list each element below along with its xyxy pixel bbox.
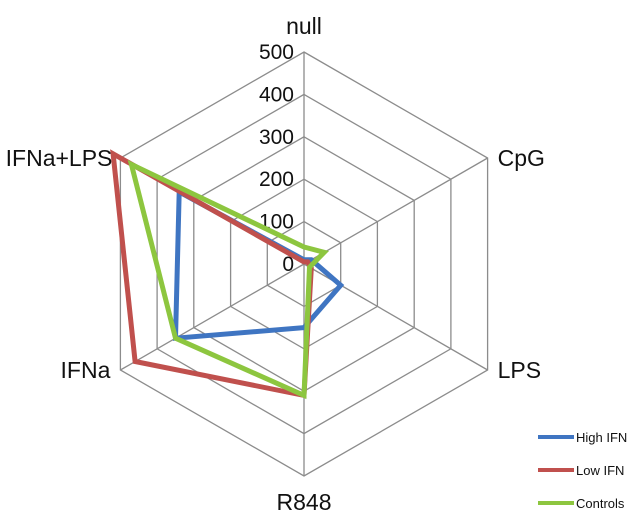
category-label: R848 bbox=[277, 489, 332, 512]
category-label: null bbox=[286, 13, 322, 39]
series-line-controls bbox=[127, 159, 330, 400]
legend-label: High IFN bbox=[576, 430, 627, 445]
grid-spoke bbox=[303, 157, 488, 265]
category-label: LPS bbox=[498, 357, 541, 383]
tick-label: 0 bbox=[282, 253, 294, 276]
tick-label: 200 bbox=[259, 168, 294, 191]
legend-label: Controls bbox=[576, 496, 625, 511]
legend-label: Low IFN bbox=[576, 463, 624, 478]
tick-label: 300 bbox=[259, 126, 294, 149]
category-labels: null CpG LPS R848 IFNa IFNa+LPS bbox=[6, 13, 545, 512]
data-series bbox=[110, 149, 345, 400]
legend: High IFN Low IFN Controls bbox=[538, 430, 627, 511]
category-label: CpG bbox=[498, 145, 545, 171]
tick-label: 400 bbox=[259, 83, 294, 106]
category-label: IFNa+LPS bbox=[6, 145, 113, 171]
grid-spoke bbox=[120, 263, 305, 371]
category-label: IFNa bbox=[61, 357, 111, 383]
tick-label: 500 bbox=[259, 41, 294, 64]
